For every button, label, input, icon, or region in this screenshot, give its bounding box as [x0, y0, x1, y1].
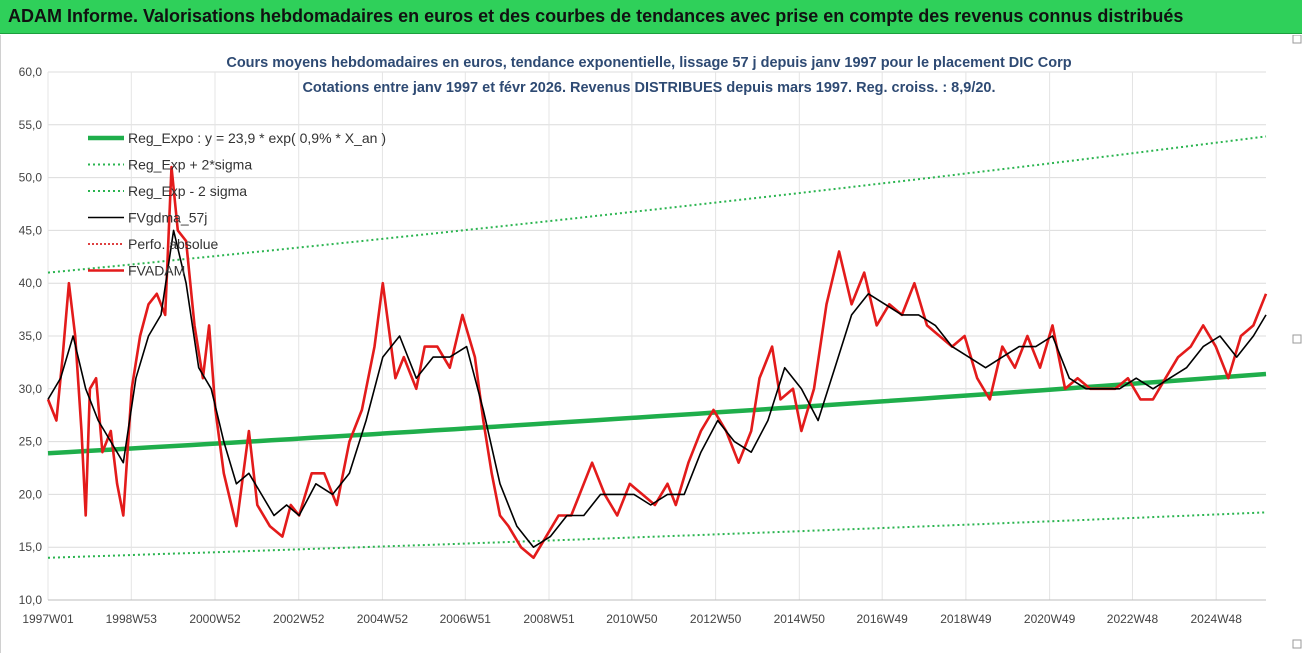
legend-label-perfo: Perfo. absolue [128, 236, 218, 252]
x-tick-label: 2002W52 [273, 612, 325, 626]
trend-chart: 10,0 15,0 20,0 25,0 30,0 35,0 40,0 45,0 50,0 55,0… [19, 35, 1302, 649]
x-tick-label: 2000W52 [189, 612, 241, 626]
series-layer [46, 135, 1268, 560]
resize-handle-bottom-right[interactable] [1292, 639, 1302, 649]
y-tick-label: 30,0 [19, 382, 43, 396]
y-tick-label: 45,0 [19, 223, 43, 237]
chart-title: Cours moyens hebdomadaires en euros, ten… [226, 55, 1071, 71]
x-tick-label: 2010W50 [606, 612, 658, 626]
x-tick-label: 2014W50 [774, 612, 826, 626]
x-tick-label: 2006W51 [440, 612, 492, 626]
x-tick-label: 2008W51 [523, 612, 575, 626]
x-tick-label: 2012W50 [690, 612, 742, 626]
x-tick-label: 2020W49 [1024, 612, 1076, 626]
legend-label-upper: Reg_Exp + 2*sigma [128, 157, 252, 173]
legend-label-lower: Reg_Exp - 2 sigma [128, 183, 247, 199]
y-axis-ticks: 10,0 15,0 20,0 25,0 30,0 35,0 40,0 45,0 50,0 55,0… [19, 65, 43, 607]
y-tick-label: 55,0 [19, 118, 43, 132]
resize-handle-middle-right[interactable] [1292, 334, 1302, 344]
x-axis-ticks: 1997W01 1998W53 2000W52 2002W52 2004W52 2006W… [22, 612, 1242, 626]
resize-handles[interactable] [1292, 35, 1302, 649]
y-tick-label: 50,0 [19, 171, 43, 185]
legend: Reg_Expo : y = 23,9 * exp( 0,9% * X_an )… [88, 130, 386, 279]
y-tick-label: 35,0 [19, 329, 43, 343]
y-tick-label: 20,0 [19, 487, 43, 501]
x-tick-label: 1998W53 [106, 612, 158, 626]
gridlines [47, 71, 1266, 601]
y-tick-label: 40,0 [19, 276, 43, 290]
y-tick-label: 15,0 [19, 540, 43, 554]
x-tick-label: 1997W01 [22, 612, 74, 626]
y-tick-label: 25,0 [19, 435, 43, 449]
x-tick-label: 2018W49 [940, 612, 992, 626]
y-tick-label: 60,0 [19, 65, 43, 79]
chart-area[interactable]: 10,0 15,0 20,0 25,0 30,0 35,0 40,0 45,0 50,0 55,0… [0, 35, 1302, 653]
x-tick-label: 2016W49 [856, 612, 908, 626]
y-tick-label: 10,0 [19, 593, 43, 607]
legend-label-fvgdma: FVgdma_57j [128, 210, 207, 226]
x-tick-label: 2004W52 [357, 612, 409, 626]
series-line-fvgdma [47, 229, 1267, 548]
legend-label-fvadam: FVADAM [128, 263, 185, 279]
legend-label-reg_expo: Reg_Expo : y = 23,9 * exp( 0,9% * X_an ) [128, 130, 386, 146]
series-line-lower [47, 511, 1267, 559]
x-tick-label: 2022W48 [1107, 612, 1159, 626]
resize-handle-top-right[interactable] [1292, 35, 1302, 44]
header-bar: ADAM Informe. Valorisations hebdomadaire… [0, 0, 1302, 34]
x-tick-label: 2024W48 [1191, 612, 1243, 626]
series-line-fvadam [46, 165, 1268, 560]
chart-subtitle: Cotations entre janv 1997 et févr 2026. … [302, 80, 995, 96]
page-title: ADAM Informe. Valorisations hebdomadaire… [8, 6, 1184, 26]
chart-titles: Cours moyens hebdomadaires en euros, ten… [226, 55, 1071, 96]
series-line-upper [47, 135, 1267, 274]
